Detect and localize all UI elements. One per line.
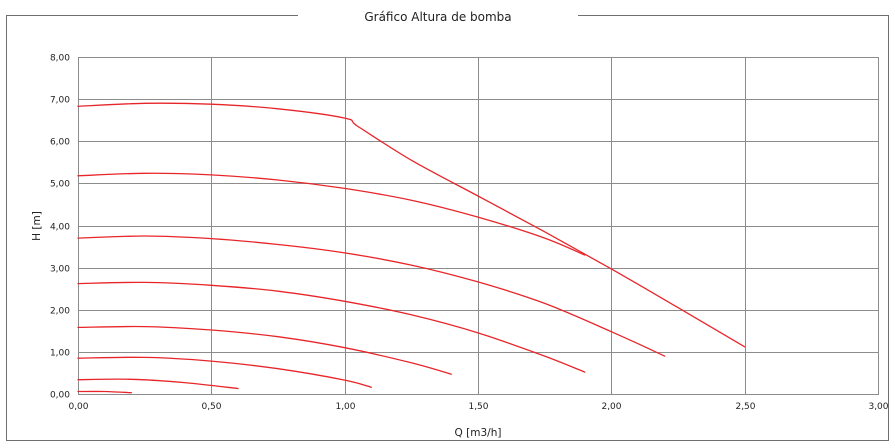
x-tick-label: 2,00: [601, 402, 621, 412]
grid: [78, 57, 879, 395]
y-tick-label: 3,00: [50, 265, 70, 275]
y-tick-label: 7,00: [50, 96, 70, 106]
y-tick-label: 0,00: [50, 391, 70, 401]
y-tick-label: 5,00: [50, 180, 70, 190]
y-tick-label: 2,00: [50, 307, 70, 317]
y-tick-label: 1,00: [50, 349, 70, 359]
y-tick-label: 8,00: [50, 54, 70, 64]
pump-curve-8: [77, 390, 132, 394]
y-tick-label: 6,00: [50, 138, 70, 148]
pump-curve-7: [77, 378, 239, 390]
pump-curve-2: [77, 172, 586, 256]
x-tick-label: 0,50: [201, 402, 221, 412]
x-tick-label: 0,00: [68, 402, 88, 412]
plot-area: [78, 57, 879, 395]
x-axis-title: Q [m3/h]: [455, 427, 502, 439]
chart-title: Gráfico Altura de bomba: [364, 10, 511, 24]
x-tick-label: 1,00: [335, 402, 355, 412]
x-tick-label: 3,00: [868, 402, 888, 412]
pump-curve-4: [77, 281, 586, 373]
x-tick-label: 1,50: [468, 402, 488, 412]
y-tick-label: 4,00: [50, 223, 70, 233]
y-tick-labels: 0,00 1,00 2,00 3,00 4,00 5,00 6,00 7,00 8,00: [50, 54, 70, 401]
pump-curve-1: [77, 102, 746, 348]
x-tick-label: 2,50: [735, 402, 755, 412]
y-axis-title: H [m]: [31, 211, 43, 241]
pump-curve-3: [77, 235, 666, 357]
series-group: [77, 102, 746, 394]
x-tick-labels: 0,00 0,50 1,00 1,50 2,00 2,50 3,00: [68, 402, 888, 412]
pump-curve-5: [77, 325, 452, 375]
title-background: [298, 8, 578, 24]
chart-frame: [6, 15, 889, 441]
pump-curve-6: [77, 356, 372, 388]
